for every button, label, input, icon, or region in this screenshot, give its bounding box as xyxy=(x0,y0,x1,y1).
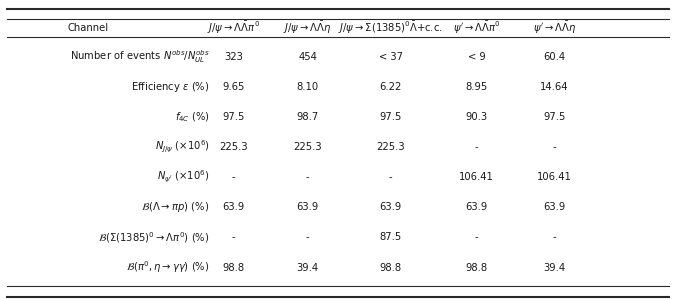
Text: $\mathcal{B}(\pi^0, \eta \rightarrow \gamma\gamma)$ (%): $\mathcal{B}(\pi^0, \eta \rightarrow \ga… xyxy=(126,260,210,275)
Text: -: - xyxy=(306,172,310,182)
Text: -: - xyxy=(475,232,479,242)
Text: $\mathcal{B}(\Sigma(1385)^0 \rightarrow \Lambda\pi^0)$ (%): $\mathcal{B}(\Sigma(1385)^0 \rightarrow … xyxy=(98,230,210,245)
Text: Number of events $N^{obs}/N^{obs}_{UL}$: Number of events $N^{obs}/N^{obs}_{UL}$ xyxy=(70,48,210,65)
Text: 9.65: 9.65 xyxy=(222,82,245,92)
Text: -: - xyxy=(475,142,479,152)
Text: $J/\psi \rightarrow \Sigma(1385)^0\bar{\Lambda}$+c.c.: $J/\psi \rightarrow \Sigma(1385)^0\bar{\… xyxy=(339,20,443,36)
Text: 225.3: 225.3 xyxy=(219,142,247,152)
Text: $\mathcal{B}(\Lambda \rightarrow \pi p)$ (%): $\mathcal{B}(\Lambda \rightarrow \pi p)$… xyxy=(141,200,210,214)
Text: -: - xyxy=(552,142,556,152)
Text: 106.41: 106.41 xyxy=(459,172,494,182)
Text: 225.3: 225.3 xyxy=(377,142,405,152)
Text: 63.9: 63.9 xyxy=(466,202,487,212)
Text: 97.5: 97.5 xyxy=(543,112,566,122)
Text: 63.9: 63.9 xyxy=(297,202,318,212)
Text: 60.4: 60.4 xyxy=(544,52,565,62)
Text: Efficiency $\epsilon$ (%): Efficiency $\epsilon$ (%) xyxy=(131,80,210,94)
Text: 454: 454 xyxy=(298,52,317,62)
Text: < 37: < 37 xyxy=(379,52,403,62)
Text: Channel: Channel xyxy=(68,23,108,33)
Text: 8.10: 8.10 xyxy=(297,82,318,92)
Text: 63.9: 63.9 xyxy=(380,202,402,212)
Text: 63.9: 63.9 xyxy=(544,202,565,212)
Text: 63.9: 63.9 xyxy=(222,202,244,212)
Text: 98.8: 98.8 xyxy=(222,263,244,272)
Text: 323: 323 xyxy=(224,52,243,62)
Text: 39.4: 39.4 xyxy=(297,263,318,272)
Text: 97.5: 97.5 xyxy=(379,112,402,122)
Text: 97.5: 97.5 xyxy=(222,112,245,122)
Text: 14.64: 14.64 xyxy=(540,82,569,92)
Text: 106.41: 106.41 xyxy=(537,172,572,182)
Text: 98.8: 98.8 xyxy=(380,263,402,272)
Text: $f_{4C}$ (%): $f_{4C}$ (%) xyxy=(174,110,210,124)
Text: $J/\psi \rightarrow \Lambda\bar{\Lambda}\pi^0$: $J/\psi \rightarrow \Lambda\bar{\Lambda}… xyxy=(207,20,260,36)
Text: 8.95: 8.95 xyxy=(466,82,487,92)
Text: $\psi^{\prime} \rightarrow \Lambda\bar{\Lambda}\pi^0$: $\psi^{\prime} \rightarrow \Lambda\bar{\… xyxy=(453,20,500,36)
Text: -: - xyxy=(552,232,556,242)
Text: 6.22: 6.22 xyxy=(379,82,402,92)
Text: 87.5: 87.5 xyxy=(380,232,402,242)
Text: 98.8: 98.8 xyxy=(466,263,487,272)
Text: -: - xyxy=(231,232,235,242)
Text: $N_{\psi^{\prime}}$ ($\times10^6$): $N_{\psi^{\prime}}$ ($\times10^6$) xyxy=(157,169,210,185)
Text: -: - xyxy=(231,172,235,182)
Text: -: - xyxy=(389,172,393,182)
Text: -: - xyxy=(306,232,310,242)
Text: 39.4: 39.4 xyxy=(544,263,565,272)
Text: $N_{J/\psi}$ ($\times10^6$): $N_{J/\psi}$ ($\times10^6$) xyxy=(155,139,210,155)
Text: 225.3: 225.3 xyxy=(293,142,322,152)
Text: < 9: < 9 xyxy=(468,52,485,62)
Text: $J/\psi \rightarrow \Lambda\bar{\Lambda}\eta$: $J/\psi \rightarrow \Lambda\bar{\Lambda}… xyxy=(283,20,332,36)
Text: 98.7: 98.7 xyxy=(297,112,318,122)
Text: 90.3: 90.3 xyxy=(466,112,487,122)
Text: $\psi^{\prime} \rightarrow \Lambda\bar{\Lambda}\eta$: $\psi^{\prime} \rightarrow \Lambda\bar{\… xyxy=(533,20,576,36)
